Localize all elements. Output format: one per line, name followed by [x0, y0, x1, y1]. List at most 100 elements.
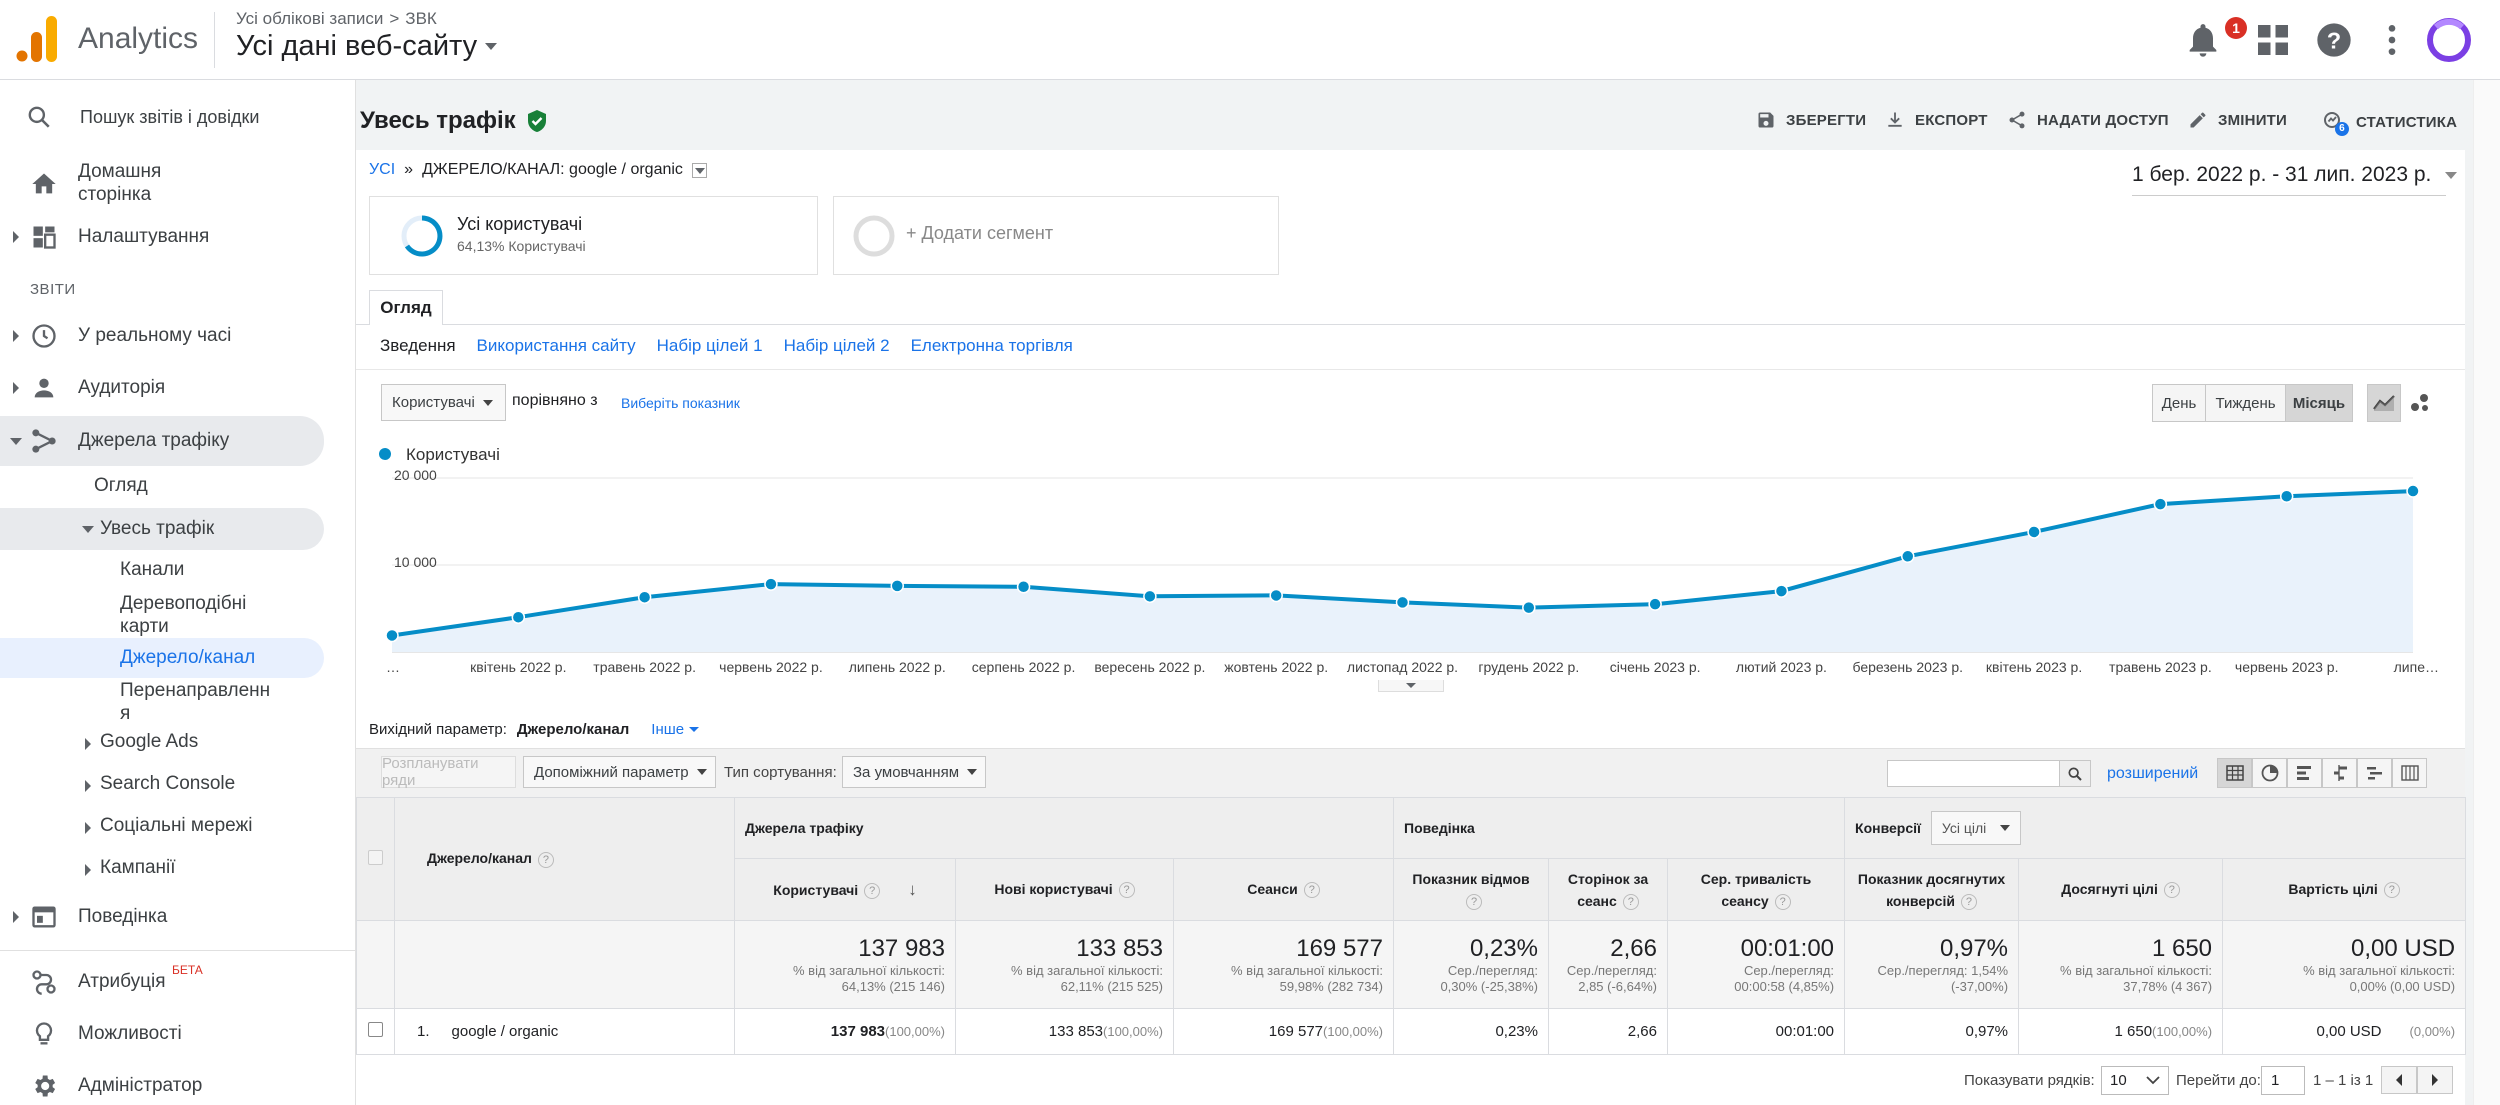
- next-page-button[interactable]: [2417, 1066, 2453, 1094]
- more-vert-icon[interactable]: [2372, 20, 2412, 60]
- help-icon[interactable]: ?: [1303, 882, 1320, 899]
- view-selector[interactable]: Усі дані веб-сайту: [236, 30, 498, 63]
- row-checkbox[interactable]: [368, 1022, 383, 1037]
- help-icon[interactable]: ?: [1960, 893, 1977, 910]
- subtab-ecommerce[interactable]: Електронна торгівля: [910, 336, 1073, 355]
- sidebar-item-source-medium[interactable]: Джерело/канал: [120, 647, 256, 668]
- account-path[interactable]: Усі облікові записи: [236, 9, 384, 28]
- data-point[interactable]: [2027, 525, 2041, 539]
- help-icon[interactable]: ?: [2163, 882, 2180, 899]
- sidebar-item-home[interactable]: Домашня сторінка: [0, 160, 322, 208]
- edit-button[interactable]: ЗМІНИТИ: [2188, 110, 2287, 130]
- crumb-dropdown[interactable]: [691, 162, 707, 178]
- goto-input[interactable]: 1: [2261, 1066, 2305, 1095]
- col-sessions[interactable]: Сеанси?: [1173, 858, 1394, 921]
- help-icon[interactable]: ?: [1774, 893, 1791, 910]
- primary-dim-value[interactable]: Джерело/канал: [516, 721, 630, 738]
- sidebar-item-customization[interactable]: Налаштування: [0, 222, 322, 252]
- sidebar-item-referrals[interactable]: Перенаправленн я: [120, 679, 270, 725]
- sidebar-item-admin[interactable]: Адміністратор: [0, 1071, 322, 1101]
- crumb-all[interactable]: УСІ: [369, 161, 396, 178]
- period-week-button[interactable]: Тиждень: [2205, 384, 2286, 422]
- col-users[interactable]: Користувачі? ↓: [734, 858, 956, 921]
- data-point[interactable]: [2153, 497, 2168, 511]
- add-segment[interactable]: + Додати сегмент: [833, 196, 1279, 275]
- account-name[interactable]: ЗВК: [405, 9, 437, 28]
- row-name-link[interactable]: google / organic: [451, 1023, 559, 1040]
- help-icon[interactable]: ?: [2314, 20, 2354, 60]
- line-chart-button[interactable]: [2367, 384, 2401, 422]
- sort-type-select[interactable]: За умовчанням: [842, 756, 986, 788]
- show-rows-select[interactable]: 10: [2101, 1066, 2169, 1095]
- apps-grid-icon[interactable]: [2253, 20, 2293, 60]
- table-row[interactable]: 1. google / organic 137 983(100,00%) 133 …: [356, 1008, 2467, 1055]
- select-all-checkbox[interactable]: [368, 850, 383, 865]
- view-performance-button[interactable]: [2287, 758, 2322, 788]
- analytics-logo-icon[interactable]: [16, 16, 60, 62]
- notifications-bell-icon[interactable]: [2183, 20, 2223, 60]
- insights-button[interactable]: 6 СТАТИСТИКА: [2322, 110, 2457, 136]
- help-icon[interactable]: ?: [1466, 893, 1482, 910]
- sidebar-item-acquisition[interactable]: Джерела трафіку: [0, 426, 322, 456]
- view-table-button[interactable]: [2217, 758, 2252, 788]
- other-dim-dropdown[interactable]: Інше: [651, 721, 700, 738]
- table-search-button[interactable]: [2059, 760, 2091, 787]
- sidebar-item-acq-overview[interactable]: Огляд: [94, 475, 148, 496]
- sidebar-item-audience[interactable]: Аудиторія: [0, 373, 322, 403]
- motion-chart-button[interactable]: [2403, 384, 2437, 422]
- data-point[interactable]: [1016, 580, 1031, 594]
- save-button[interactable]: ЗБЕРЕГТИ: [1756, 110, 1866, 130]
- help-icon[interactable]: ?: [864, 882, 881, 899]
- help-icon[interactable]: ?: [1118, 882, 1135, 899]
- sidebar-item-behavior[interactable]: Поведінка: [0, 902, 322, 932]
- sidebar-item-search-console[interactable]: Search Console: [100, 773, 236, 794]
- tab-overview[interactable]: Огляд: [369, 290, 443, 325]
- sidebar-item-google-ads[interactable]: Google Ads: [100, 731, 199, 752]
- sidebar-item-discover[interactable]: Можливості: [0, 1019, 322, 1049]
- share-button[interactable]: НАДАТИ ДОСТУП: [2007, 110, 2169, 130]
- col-new-users[interactable]: Нові користувачі?: [955, 858, 1174, 921]
- metric-select[interactable]: Користувачі: [381, 384, 506, 421]
- col-pages-per-session[interactable]: Сторінок за сеанс?: [1548, 858, 1668, 921]
- subtab-site-usage[interactable]: Використання сайту: [476, 336, 636, 355]
- view-comparison-button[interactable]: [2322, 758, 2357, 788]
- date-range-picker[interactable]: 1 бер. 2022 р. - 31 лип. 2023 р.: [2132, 163, 2458, 187]
- data-point[interactable]: [1648, 597, 1662, 611]
- data-point[interactable]: [637, 590, 652, 604]
- data-point[interactable]: [1901, 549, 1915, 564]
- data-point[interactable]: [764, 577, 778, 591]
- col-avg-duration[interactable]: Сер. тривалість сеансу?: [1666, 858, 1846, 921]
- help-icon[interactable]: ?: [1622, 893, 1639, 910]
- data-point[interactable]: [1774, 584, 1789, 598]
- col-conversion-rate[interactable]: Показник досягнутих конверсій?: [1844, 858, 2020, 921]
- user-avatar[interactable]: [2426, 17, 2472, 63]
- sidebar-item-social[interactable]: Соціальні мережі: [100, 815, 253, 836]
- sidebar-item-treemaps[interactable]: Деревоподібні карти: [120, 592, 246, 638]
- data-point[interactable]: [385, 628, 399, 643]
- secondary-dim-select[interactable]: Допоміжний параметр: [523, 756, 716, 788]
- segment-all-users[interactable]: Усі користувачі 64,13% Користувачі: [369, 196, 818, 275]
- data-point[interactable]: [2406, 484, 2420, 498]
- col-goal-value[interactable]: Вартість цілі?: [2222, 858, 2467, 921]
- data-point[interactable]: [2279, 489, 2294, 504]
- chart-collapse-handle[interactable]: [1378, 680, 1444, 692]
- period-day-button[interactable]: День: [2152, 384, 2206, 422]
- account-breadcrumb[interactable]: Усі облікові записи > ЗВК: [236, 9, 437, 29]
- dim-header[interactable]: Джерело/канал?: [394, 797, 735, 921]
- view-pie-button[interactable]: [2252, 758, 2287, 788]
- choose-metric-link[interactable]: Виберіть показник: [621, 395, 740, 411]
- subtab-summary[interactable]: Зведення: [380, 336, 456, 355]
- data-point[interactable]: [1269, 588, 1283, 603]
- sidebar-item-all-traffic[interactable]: Увесь трафік: [100, 518, 215, 539]
- plot-rows-button[interactable]: Розпланувати ряди: [381, 755, 516, 789]
- sidebar-item-campaigns[interactable]: Кампанії: [100, 857, 176, 878]
- table-search-input[interactable]: [1887, 760, 2060, 787]
- col-goal-completions[interactable]: Досягнуті цілі?: [2018, 858, 2224, 921]
- data-point[interactable]: [1395, 595, 1410, 610]
- page-scrollbar[interactable]: [2473, 80, 2500, 1105]
- advanced-filter-link[interactable]: розширений: [2107, 765, 2199, 782]
- sidebar-item-channels[interactable]: Канали: [120, 559, 185, 580]
- data-point[interactable]: [1143, 589, 1157, 604]
- help-icon[interactable]: ?: [537, 851, 554, 868]
- export-button[interactable]: ЕКСПОРТ: [1885, 110, 1988, 130]
